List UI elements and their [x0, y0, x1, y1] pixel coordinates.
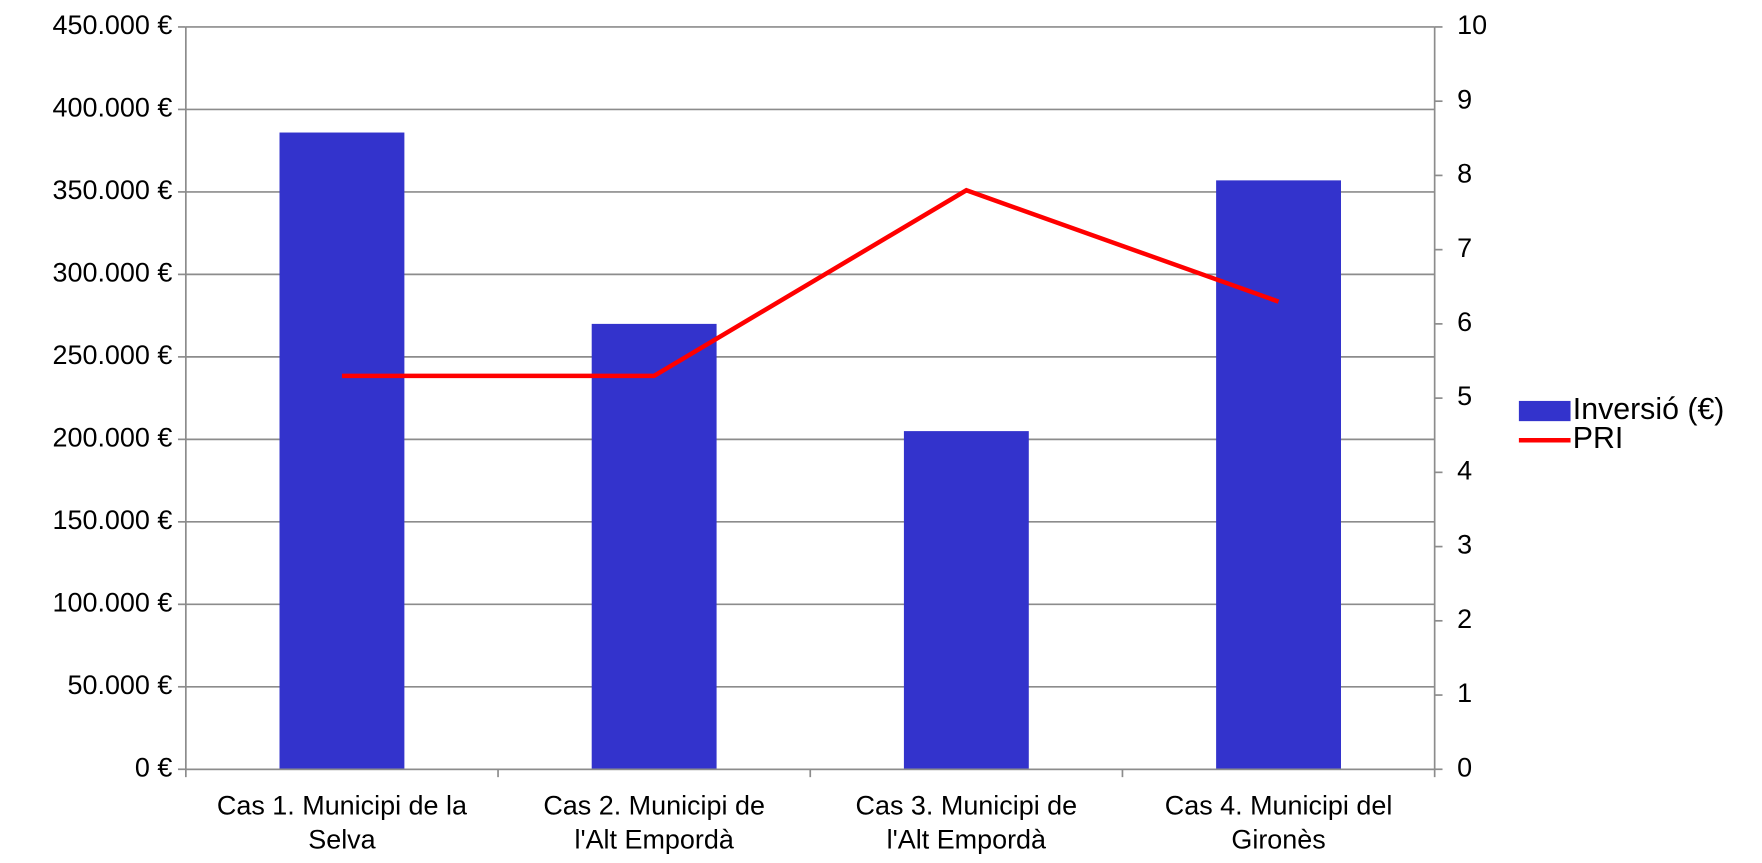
y-tick-label: 350.000 € — [53, 175, 173, 205]
bar — [1216, 180, 1341, 770]
legend-swatch — [1518, 400, 1571, 422]
y2-tick-label: 5 — [1457, 381, 1472, 411]
legend-label: PRI — [1573, 422, 1624, 455]
y2-tick-label: 6 — [1457, 307, 1472, 337]
y-tick-label: 300.000 € — [53, 258, 173, 288]
y2-tick-label: 4 — [1457, 455, 1472, 485]
x-tick-label: Cas 2. Municipi de — [543, 791, 765, 821]
bar — [279, 132, 405, 770]
y2-tick-label: 2 — [1457, 604, 1472, 634]
x-tick-label: l'Alt Empordà — [574, 824, 733, 854]
x-tick-label: Gironès — [1231, 824, 1325, 854]
y-tick-label: 100.000 € — [53, 587, 173, 617]
y-tick-label: 50.000 € — [68, 670, 173, 700]
bar — [591, 323, 717, 770]
legend: Inversió (€)PRI — [1518, 393, 1725, 455]
y2-tick-label: 9 — [1457, 84, 1472, 114]
line — [341, 187, 1280, 379]
x-tick-label: Selva — [308, 824, 375, 854]
x-tick-label: l'Alt Empordà — [887, 824, 1046, 854]
x-tick-label: Cas 1. Municipi de la — [217, 791, 467, 821]
y2-tick-label: 7 — [1457, 233, 1472, 263]
y-tick-label: 250.000 € — [53, 340, 173, 370]
y2-tick-label: 3 — [1457, 530, 1472, 560]
x-tick-label: Cas 3. Municipi de — [856, 791, 1078, 821]
y-tick-label: 400.000 € — [53, 93, 173, 123]
bar — [903, 431, 1029, 770]
y-tick-label: 450.000 € — [53, 10, 173, 40]
y2-tick-label: 0 — [1457, 752, 1472, 782]
y-tick-label: 0 € — [135, 752, 172, 782]
y-tick-label: 150.000 € — [53, 505, 173, 535]
y2-tick-label: 1 — [1457, 678, 1472, 708]
y2-tick-label: 10 — [1457, 10, 1487, 40]
y2-tick-label: 8 — [1457, 159, 1472, 189]
legend-label: Inversió (€) — [1573, 393, 1725, 426]
y-tick-label: 200.000 € — [53, 422, 173, 452]
x-tick-label: Cas 4. Municipi del — [1165, 791, 1393, 821]
